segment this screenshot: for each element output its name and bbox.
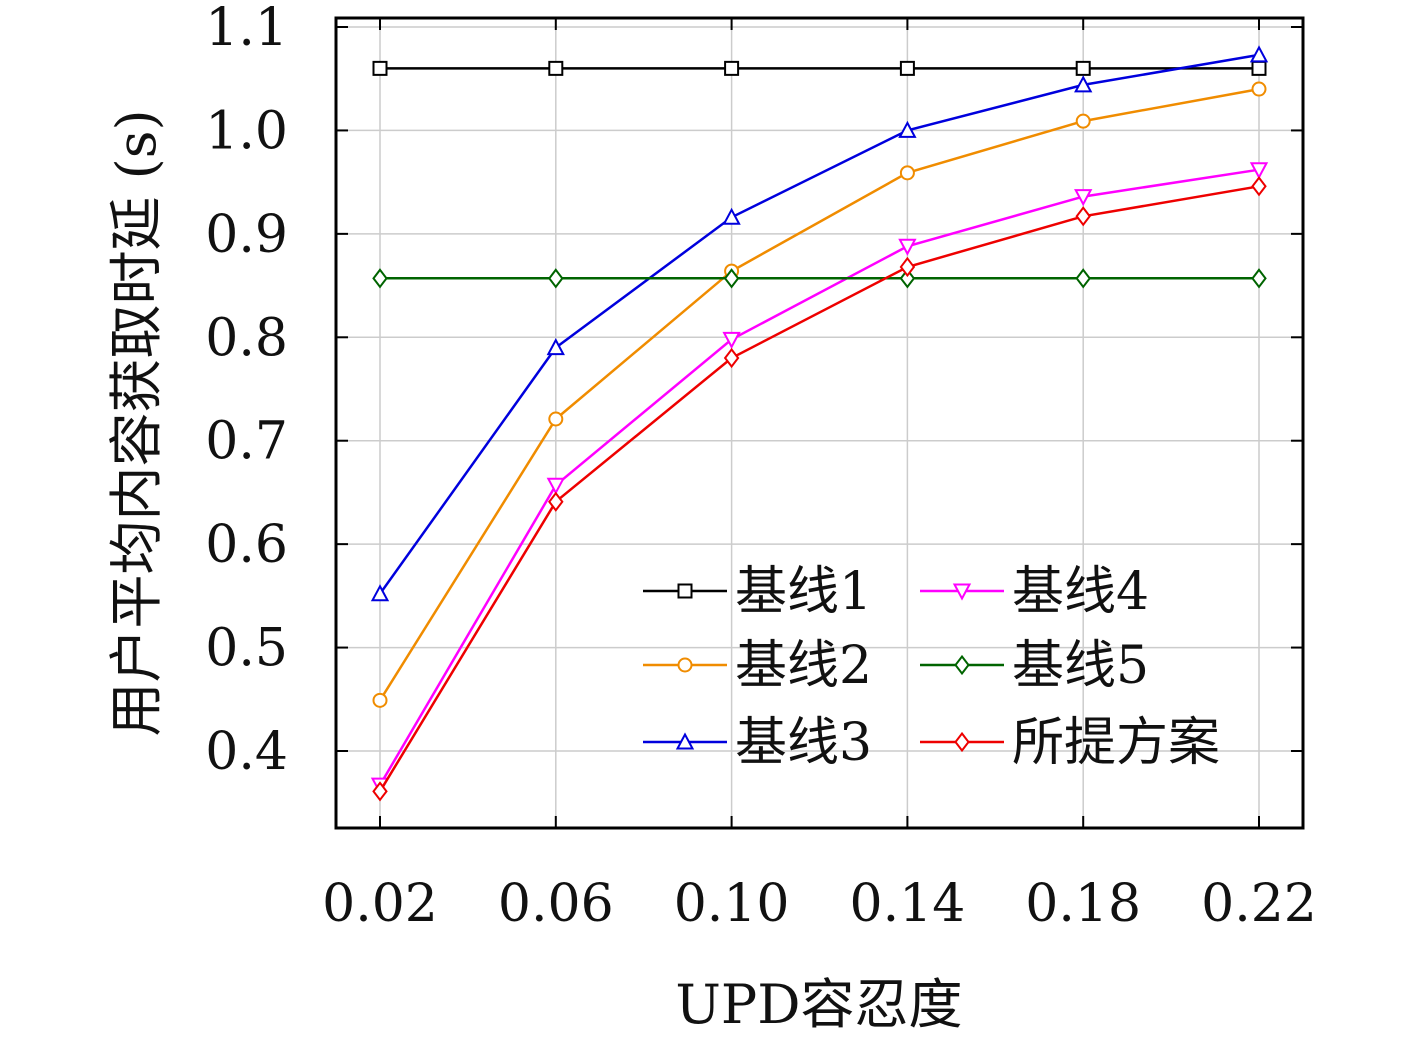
data-point xyxy=(548,268,564,289)
legend-item: 基线4 xyxy=(920,562,1149,622)
legend-label: 基线3 xyxy=(735,713,872,773)
y-tick-label: 0.8 xyxy=(205,308,288,368)
series-1 xyxy=(372,60,1267,76)
legend-label: 基线4 xyxy=(1012,562,1149,622)
series-layer xyxy=(370,45,1269,802)
x-tick-label: 0.14 xyxy=(850,874,966,934)
series-6 xyxy=(372,176,1267,802)
legend-item: 基线1 xyxy=(643,562,872,622)
x-tick-label: 0.18 xyxy=(1025,874,1141,934)
data-point xyxy=(724,60,740,76)
data-point xyxy=(1074,75,1093,93)
y-tick-label: 0.9 xyxy=(205,205,288,265)
legend-item: 基线5 xyxy=(920,636,1149,696)
data-point xyxy=(899,256,916,278)
series-4 xyxy=(370,162,1269,795)
data-point xyxy=(372,781,388,802)
legend-item: 所提方案 xyxy=(920,713,1220,773)
data-point xyxy=(899,60,915,76)
data-point xyxy=(548,491,564,512)
legend-marker xyxy=(952,583,972,601)
data-point xyxy=(372,268,388,289)
y-tick-label: 0.5 xyxy=(205,619,288,679)
grid-lines xyxy=(336,18,1303,828)
data-point xyxy=(1075,60,1091,76)
series-line xyxy=(378,168,1260,786)
legend-label: 基线1 xyxy=(735,562,872,622)
legend-marker xyxy=(954,731,970,753)
y-tick-label: 0.6 xyxy=(205,515,288,575)
legend-label: 基线2 xyxy=(735,636,872,696)
series-line xyxy=(378,185,1260,792)
data-point xyxy=(723,347,740,369)
data-point xyxy=(372,60,388,76)
legend-item: 基线3 xyxy=(643,713,872,773)
legend-marker xyxy=(954,654,970,676)
data-point xyxy=(1249,45,1269,63)
data-point xyxy=(899,268,916,289)
x-tick-label: 0.10 xyxy=(674,874,790,934)
data-point xyxy=(1075,206,1091,227)
series-line xyxy=(378,87,1260,701)
series-2 xyxy=(372,81,1267,708)
data-point xyxy=(898,120,917,138)
data-point xyxy=(546,477,565,495)
axis-ticks: 0.02 0.06 0.10 0.14 0.18 0.22 0.4 0.5 0.6 0.7 0.8 0… xyxy=(205,0,1317,934)
data-point xyxy=(722,331,741,349)
data-point xyxy=(370,584,390,602)
data-point xyxy=(723,268,740,289)
series-3 xyxy=(370,45,1269,602)
data-point xyxy=(722,207,741,225)
data-point xyxy=(546,338,565,356)
legend-marker xyxy=(675,732,695,750)
data-point xyxy=(898,238,917,256)
data-point xyxy=(1251,81,1267,97)
legend: 基线1 基线2 基线3 基线4 基线5 所提方案 xyxy=(643,562,1220,773)
legend-marker xyxy=(677,583,693,599)
y-tick-label: 1.1 xyxy=(205,0,288,58)
data-point xyxy=(548,60,564,76)
plot-frame xyxy=(334,16,1305,830)
data-point xyxy=(1251,176,1267,197)
legend-label: 所提方案 xyxy=(1012,713,1220,773)
y-tick-label: 1.0 xyxy=(205,101,288,161)
data-point xyxy=(1075,113,1091,129)
series-line xyxy=(378,53,1260,595)
x-axis-title: UPD容忍度 xyxy=(675,973,962,1036)
series-5 xyxy=(372,268,1267,289)
y-axis-title: 用户平均内容获取时延 (s) xyxy=(105,109,168,736)
x-tick-label: 0.06 xyxy=(498,874,614,934)
data-point xyxy=(1251,268,1267,289)
data-point xyxy=(1251,60,1267,76)
data-point xyxy=(548,411,564,427)
data-point xyxy=(1249,162,1269,180)
legend-marker xyxy=(677,657,693,673)
data-point xyxy=(899,165,915,181)
data-point xyxy=(372,692,388,708)
y-tick-label: 0.7 xyxy=(205,412,288,472)
legend-item: 基线2 xyxy=(643,636,872,696)
legend-label: 基线5 xyxy=(1012,636,1149,696)
x-tick-label: 0.22 xyxy=(1201,874,1317,934)
y-tick-label: 0.4 xyxy=(205,722,288,782)
data-point xyxy=(1075,268,1091,289)
data-point xyxy=(1074,189,1093,207)
x-tick-label: 0.02 xyxy=(322,874,438,934)
